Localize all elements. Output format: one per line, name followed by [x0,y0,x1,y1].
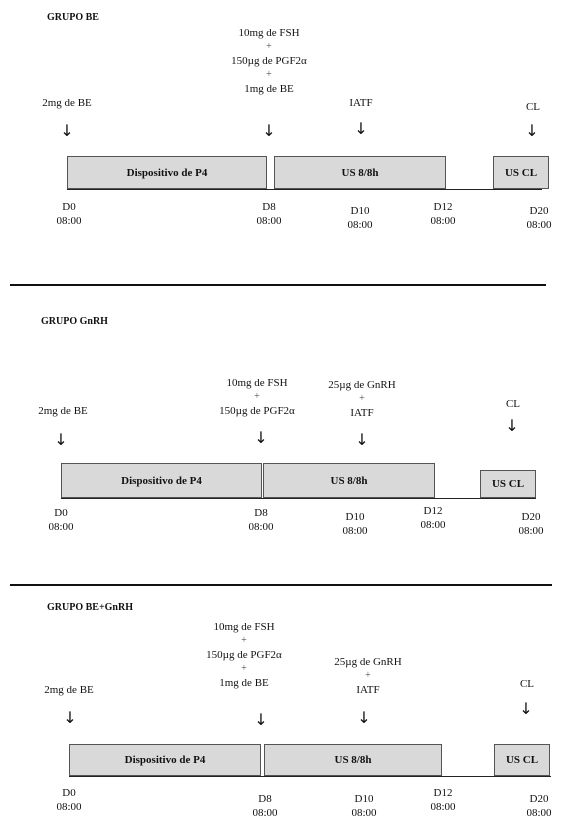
us-8-8h-box: US 8/8h [263,463,435,498]
tick-d12: D12 08:00 [420,505,446,531]
tick-d0: D0 08:00 [56,787,82,813]
down-arrow-icon: ↓ [54,430,68,449]
down-arrow-icon: ↓ [357,708,371,727]
us-cl-box: US CL [480,470,536,498]
tick-d10: D10 08:00 [351,793,377,819]
annotation-d0: 2mg de BE [44,684,94,696]
down-arrow-icon: ↓ [254,428,268,447]
timeline [61,498,536,499]
group-title: GRUPO BE+GnRH [47,602,133,613]
tick-d8: D8 08:00 [248,507,274,533]
annotation-d10: 25µg de GnRH + IATF [334,656,402,696]
down-arrow-icon: ↓ [355,430,369,449]
down-arrow-icon: ↓ [262,121,276,140]
separator-line [10,584,552,586]
down-arrow-icon: ↓ [254,710,268,729]
tick-d20: D20 08:00 [526,205,552,231]
annotation-d10: IATF [349,97,373,109]
annotation-d0: 2mg de BE [42,97,92,109]
tick-d8: D8 08:00 [256,201,282,227]
down-arrow-icon: ↓ [354,119,368,138]
separator-line [10,284,546,286]
annotation-d20: CL [525,101,541,113]
p4-device-box: Dispositivo de P4 [69,744,261,776]
tick-d10: D10 08:00 [342,511,368,537]
annotation-d20: CL [505,398,521,410]
group-title: GRUPO BE [47,12,99,23]
annotation-d8: 10mg de FSH + 150µg de PGF2α + 1mg de BE [206,621,282,689]
annotation-d8: 10mg de FSH + 150µg de PGF2α [219,377,295,417]
down-arrow-icon: ↓ [525,121,539,140]
annotation-d8: 10mg de FSH + 150µg de PGF2α + 1mg de BE [231,27,307,95]
tick-d8: D8 08:00 [252,793,278,819]
tick-d0: D0 08:00 [48,507,74,533]
group-title: GRUPO GnRH [41,316,108,327]
us-8-8h-box: US 8/8h [274,156,446,189]
annotation-d0: 2mg de BE [38,405,88,417]
tick-d0: D0 08:00 [56,201,82,227]
timeline [67,189,542,190]
tick-d12: D12 08:00 [430,787,456,813]
us-8-8h-box: US 8/8h [264,744,442,776]
timeline [69,776,551,777]
down-arrow-icon: ↓ [63,708,77,727]
tick-d20: D20 08:00 [518,511,544,537]
us-cl-box: US CL [494,744,550,776]
annotation-d10: 25µg de GnRH + IATF [328,379,396,419]
down-arrow-icon: ↓ [505,416,519,435]
tick-d12: D12 08:00 [430,201,456,227]
p4-device-box: Dispositivo de P4 [61,463,262,498]
annotation-d20: CL [519,678,535,690]
us-cl-box: US CL [493,156,549,189]
p4-device-box: Dispositivo de P4 [67,156,267,189]
tick-d10: D10 08:00 [347,205,373,231]
down-arrow-icon: ↓ [60,121,74,140]
tick-d20: D20 08:00 [526,793,552,819]
down-arrow-icon: ↓ [519,699,533,718]
